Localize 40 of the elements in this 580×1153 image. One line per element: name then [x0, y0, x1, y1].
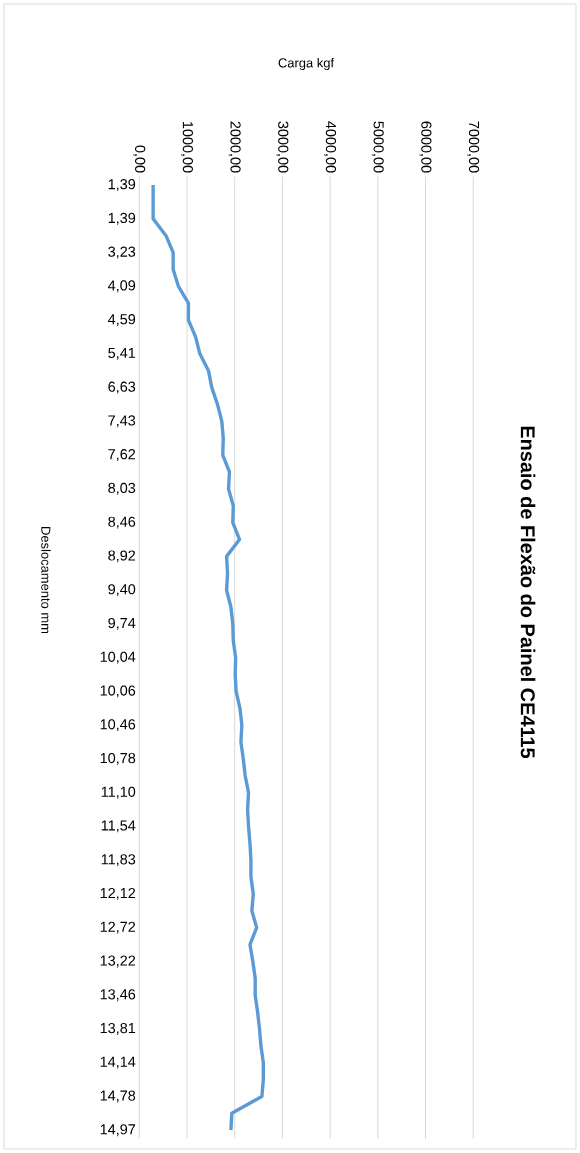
y-tick-label: 11,83: [101, 854, 136, 867]
y-tick-label: 12,12: [100, 887, 136, 900]
y-tick-label: 7,62: [108, 449, 136, 462]
y-tick-label: 9,74: [108, 617, 136, 630]
y-tick-label: 13,81: [100, 1022, 136, 1035]
y-tick-label: 1,39: [108, 212, 136, 225]
y-tick-label: 14,14: [100, 1056, 136, 1069]
y-tick-label: 3,23: [108, 246, 136, 259]
y-tick-label: 10,06: [100, 685, 136, 698]
y-tick-label: 12,72: [100, 921, 136, 934]
x-tick-label: 1000,00: [181, 121, 193, 173]
y-tick-label: 1,39: [108, 179, 136, 192]
x-tick-label: 5000,00: [371, 121, 384, 173]
y-tick-label: 4,59: [107, 314, 136, 327]
x-tick-label: 4000,00: [324, 121, 337, 173]
y-tick-label: 11,10: [101, 786, 136, 799]
x-tick-label: 2000,00: [228, 121, 241, 173]
x-tick-label: 6000,00: [419, 121, 432, 173]
y-tick-label: 13,46: [100, 989, 136, 1002]
y-tick-label: 7,43: [108, 415, 136, 428]
y-tick-label: 8,46: [108, 516, 136, 529]
y-tick-label: 10,04: [100, 651, 136, 664]
y-tick-label: 5,41: [108, 347, 136, 360]
x-tick-label: 7000,00: [467, 121, 480, 173]
y-tick-label: 8,92: [108, 550, 136, 563]
y-tick-label: 10,46: [100, 719, 136, 732]
y-axis-title: Deslocamento mm: [41, 527, 51, 634]
y-tick-label: 6,63: [108, 381, 136, 394]
text: Ensaio de Flexão do Painel CE4115: [520, 426, 536, 759]
y-tick-label: 8,03: [108, 482, 136, 495]
y-tick-label: 14,97: [100, 1124, 136, 1137]
x-tick-label: 3000,00: [276, 121, 289, 173]
y-tick-label: 10,78: [100, 752, 136, 765]
y-tick-label: 4,09: [107, 280, 136, 293]
x-axis-title: Carga kgf: [278, 57, 335, 71]
x-tick-label: 0,00: [133, 145, 146, 173]
y-tick-label: 11,54: [101, 820, 136, 833]
y-tick-label: 13,22: [100, 955, 136, 968]
y-tick-label: 9,40: [108, 584, 136, 597]
y-tick-label: 14,78: [100, 1090, 136, 1103]
